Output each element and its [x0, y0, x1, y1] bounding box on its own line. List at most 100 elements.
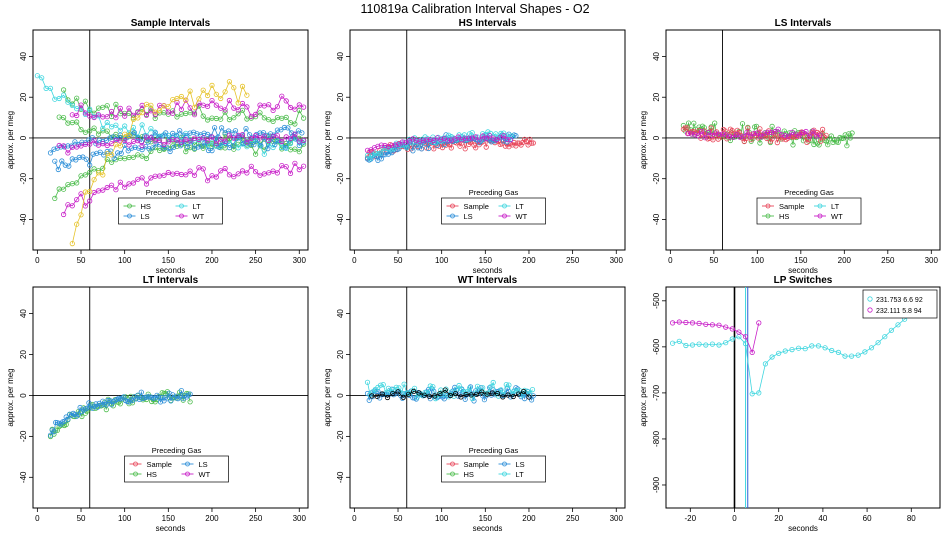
- data-point: [117, 105, 123, 112]
- data-point: [200, 135, 206, 141]
- legend-swatch: [450, 461, 455, 467]
- data-point: [205, 92, 211, 99]
- series-line: [59, 133, 304, 154]
- data-point: [505, 392, 511, 398]
- data-point: [109, 124, 115, 130]
- data-area: [669, 287, 934, 508]
- data-point: [476, 137, 482, 143]
- data-point: [811, 141, 817, 148]
- y-tick-label: -40: [19, 471, 28, 483]
- legend-swatch: [450, 203, 455, 209]
- data-point: [152, 109, 158, 115]
- data-point: [709, 341, 716, 347]
- data-point: [685, 120, 692, 126]
- data-point: [184, 133, 190, 139]
- x-tick-label: 300: [293, 256, 307, 265]
- data-point: [772, 129, 778, 135]
- y-tick-label: -20: [652, 172, 661, 184]
- legend-label: WT: [199, 470, 211, 479]
- data-point: [819, 126, 826, 132]
- data-point: [101, 152, 107, 158]
- data-point: [111, 155, 117, 161]
- x-tick-label: 250: [249, 514, 263, 523]
- legend-swatch: [127, 213, 132, 219]
- data-point: [178, 106, 184, 112]
- data-point: [490, 379, 496, 386]
- data-point: [136, 396, 143, 402]
- data-point: [382, 142, 388, 149]
- data-point: [274, 170, 280, 176]
- data-point: [440, 391, 446, 398]
- data-point: [769, 123, 775, 130]
- y-tick-label: -900: [652, 476, 661, 493]
- data-point: [806, 136, 812, 142]
- data-point: [261, 133, 267, 139]
- x-axis-label: seconds: [788, 266, 818, 275]
- data-point: [422, 389, 428, 395]
- data-point: [47, 150, 54, 156]
- data-point: [84, 405, 90, 411]
- data-point: [473, 391, 480, 397]
- data-point: [431, 138, 437, 144]
- data-point: [292, 146, 298, 152]
- data-point: [790, 142, 796, 148]
- legend-box: [124, 455, 229, 483]
- y-tick-label: 40: [19, 309, 28, 318]
- data-point: [379, 391, 385, 397]
- data-point: [139, 143, 145, 149]
- data-point: [209, 148, 215, 154]
- data-point: [83, 156, 89, 162]
- y-tick-label: 40: [19, 51, 28, 60]
- legend-swatch: [867, 307, 873, 313]
- data-point: [213, 102, 219, 108]
- data-point: [115, 150, 121, 156]
- x-tick-label: 150: [162, 514, 176, 523]
- legend-swatch: [133, 461, 138, 467]
- plot-frame: [665, 29, 941, 251]
- data-point: [385, 385, 391, 391]
- data-point: [270, 144, 276, 151]
- data-point: [424, 137, 430, 143]
- data-point: [69, 203, 75, 209]
- data-point: [506, 382, 512, 388]
- data-point: [469, 395, 475, 402]
- x-tick-label: 300: [610, 256, 624, 265]
- data-point: [742, 334, 749, 340]
- data-point: [149, 134, 155, 140]
- data-point: [507, 137, 514, 143]
- data-point: [157, 108, 163, 114]
- data-point: [130, 180, 136, 186]
- legend-swatch: [185, 471, 190, 477]
- data-point: [52, 195, 58, 201]
- data-point: [78, 143, 84, 149]
- data-point: [82, 172, 89, 178]
- data-point: [696, 320, 702, 326]
- data-point: [709, 322, 716, 328]
- data-point: [809, 343, 815, 349]
- data-point: [842, 353, 848, 359]
- x-tick-label: -20: [685, 514, 697, 523]
- data-point: [830, 139, 836, 145]
- series-line: [672, 301, 932, 395]
- data-point: [160, 145, 166, 151]
- x-tick-label: 150: [162, 256, 176, 265]
- data-point: [404, 145, 410, 151]
- data-point: [270, 118, 276, 125]
- data-point: [34, 73, 41, 79]
- data-point: [257, 135, 263, 141]
- data-point: [56, 95, 62, 102]
- data-point: [287, 104, 294, 111]
- data-point: [74, 112, 80, 119]
- data-point: [375, 151, 381, 157]
- data-point: [462, 135, 468, 141]
- data-point: [69, 102, 75, 109]
- data-point: [168, 398, 174, 404]
- y-axis-label: approx. per meg: [639, 111, 648, 169]
- data-point: [757, 140, 763, 146]
- data-point: [283, 98, 289, 104]
- data-point: [776, 350, 782, 356]
- data-point: [196, 96, 202, 102]
- data-point: [411, 385, 418, 391]
- data-point: [364, 152, 371, 159]
